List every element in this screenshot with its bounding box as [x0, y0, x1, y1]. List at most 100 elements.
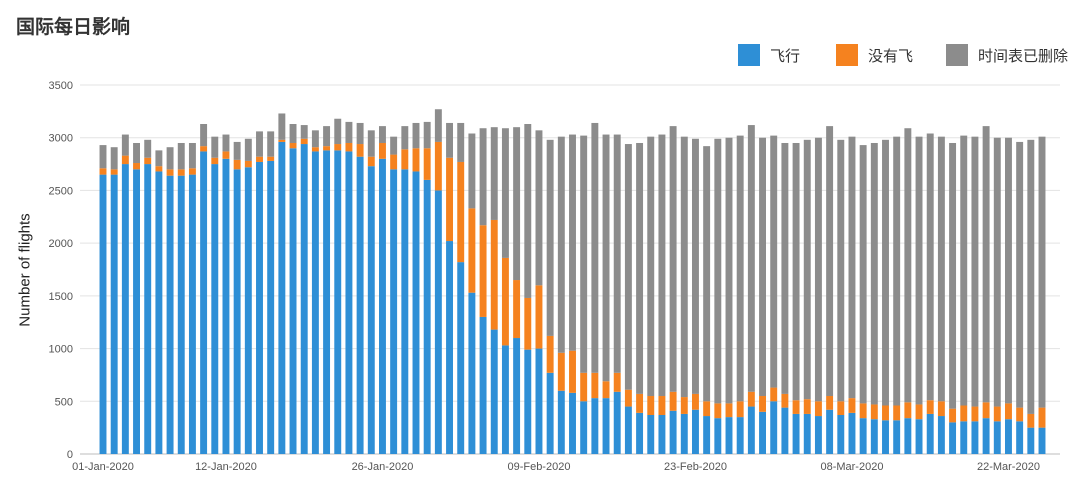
bar-not-flown	[468, 208, 476, 293]
bar-removed	[982, 126, 990, 403]
bar-removed	[926, 133, 934, 401]
legend-item-removed: 时间表已删除	[946, 44, 1068, 66]
legend-swatch-removed	[946, 44, 968, 66]
bar-removed	[535, 130, 543, 286]
bar-not-flown	[714, 403, 722, 419]
bar-flown	[200, 151, 208, 455]
bar-not-flown	[658, 396, 666, 415]
bar-flown	[345, 151, 353, 455]
bar-flown	[144, 164, 152, 455]
bar-not-flown	[770, 387, 778, 402]
bar-not-flown	[233, 159, 241, 170]
bar-flown	[747, 406, 755, 454]
bar-flown	[691, 409, 699, 454]
bar-flown	[792, 413, 800, 454]
bar-flown	[613, 391, 621, 454]
bar-not-flown	[826, 396, 834, 410]
bar-flown	[915, 419, 923, 454]
bar-flown	[636, 412, 644, 454]
bar-not-flown	[669, 391, 677, 411]
bar-not-flown	[569, 350, 576, 393]
legend-label-not-flown: 没有飞	[868, 47, 914, 65]
bar-removed	[747, 125, 755, 392]
legend-item-flown: 飞行	[738, 44, 800, 66]
bar-not-flown	[188, 168, 196, 175]
y-tick-label: 0	[67, 449, 73, 461]
y-tick-label: 1000	[49, 344, 73, 356]
bar-not-flown	[256, 156, 263, 162]
bar-flown	[926, 413, 934, 454]
bar-flown	[323, 150, 331, 454]
bar-not-flown	[736, 401, 744, 418]
x-tick-label: 23-Feb-2020	[664, 461, 727, 473]
bar-flown	[267, 160, 275, 454]
x-tick-label: 01-Jan-2020	[72, 461, 134, 473]
bar-not-flown	[166, 169, 174, 176]
bar-not-flown	[267, 156, 275, 161]
bar-removed	[166, 147, 174, 170]
bar-not-flown	[837, 401, 845, 415]
bar-not-flown	[133, 163, 141, 170]
bar-not-flown	[334, 144, 342, 151]
legend: 飞行 没有飞 时间表已删除	[0, 44, 1080, 68]
bar-removed	[121, 134, 129, 156]
bar-flown	[468, 292, 476, 454]
bar-flown	[781, 407, 789, 454]
legend-swatch-flown	[738, 44, 760, 66]
bar-removed	[736, 135, 744, 402]
bar-removed	[882, 139, 889, 406]
bar-flown	[490, 329, 498, 454]
bar-not-flown	[680, 397, 688, 414]
bar-flown	[714, 418, 722, 454]
bar-removed	[569, 134, 576, 351]
bar-not-flown	[870, 404, 878, 420]
bar-flown	[99, 174, 107, 454]
bar-not-flown	[546, 335, 554, 373]
bar-removed	[960, 135, 968, 406]
bar-flown	[412, 171, 420, 455]
bar-not-flown	[278, 139, 286, 142]
bar-not-flown	[311, 147, 319, 152]
bar-not-flown	[725, 403, 733, 418]
legend-label-removed: 时间表已删除	[978, 47, 1069, 65]
bar-removed	[971, 136, 979, 407]
bar-flown	[233, 169, 241, 455]
bar-not-flown	[177, 169, 185, 176]
bar-flown	[703, 416, 711, 454]
y-tick-label: 2500	[49, 185, 73, 197]
legend-label-flown: 飞行	[770, 47, 801, 65]
bar-not-flown	[814, 401, 822, 417]
bar-removed	[446, 122, 454, 158]
bar-removed	[524, 124, 532, 298]
bar-removed	[613, 134, 621, 373]
bar-flown	[423, 179, 431, 454]
legend-swatch-not-flown	[836, 44, 858, 66]
bar-removed	[423, 121, 431, 149]
bar-not-flown	[479, 225, 487, 317]
bar-removed	[256, 131, 263, 157]
bar-removed	[870, 142, 878, 405]
bar-flown	[446, 241, 454, 454]
bar-removed	[200, 124, 208, 147]
bar-flown	[893, 420, 901, 454]
bar-flown	[133, 169, 141, 455]
bar-removed	[513, 127, 521, 281]
bar-not-flown	[993, 406, 1001, 422]
bar-removed	[133, 142, 141, 164]
bar-flown	[434, 190, 442, 454]
bar-not-flown	[1038, 407, 1046, 428]
bar-flown	[658, 414, 666, 454]
bar-removed	[703, 146, 711, 402]
bar-flown	[870, 419, 878, 454]
bar-not-flown	[703, 401, 711, 417]
bar-not-flown	[300, 138, 308, 145]
bar-removed	[222, 134, 230, 152]
bar-not-flown	[513, 280, 521, 339]
bar-not-flown	[244, 160, 252, 168]
bar-removed	[725, 137, 733, 404]
bar-not-flown	[412, 148, 420, 172]
bar-removed	[792, 142, 800, 401]
bar-removed	[334, 118, 342, 145]
bar-not-flown	[524, 297, 532, 350]
